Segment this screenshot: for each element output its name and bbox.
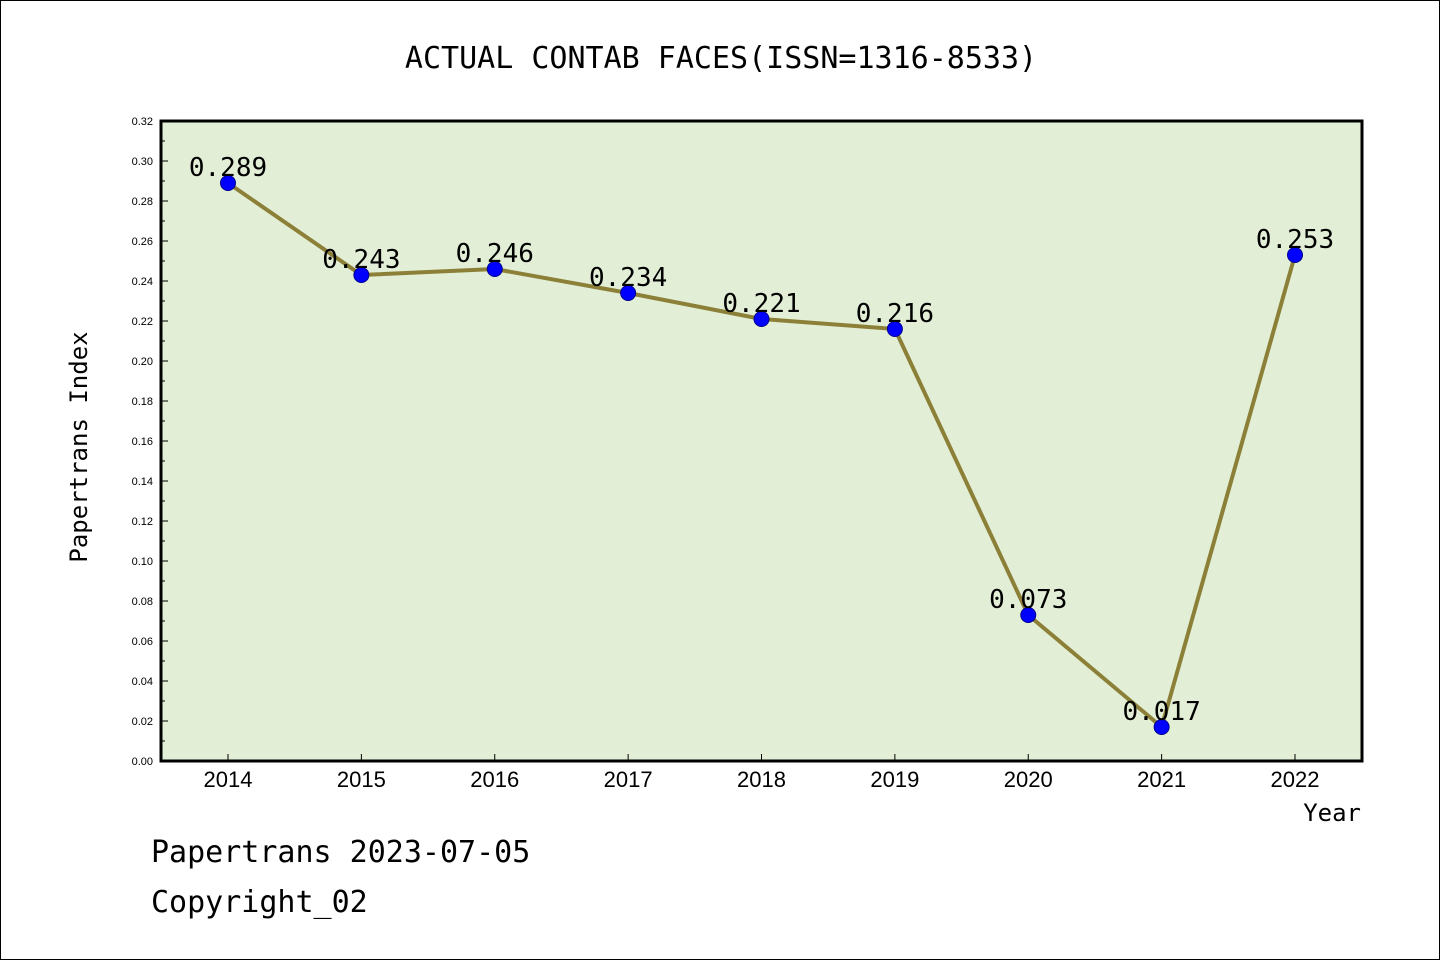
x-tick-label: 2018 xyxy=(737,767,786,792)
x-tick-label: 2017 xyxy=(604,767,653,792)
data-label: 0.289 xyxy=(189,153,267,183)
y-tick-label: 0.22 xyxy=(132,316,153,328)
data-point-marker xyxy=(620,285,637,301)
x-tick-label: 2014 xyxy=(204,767,253,792)
y-tick-label: 0.16 xyxy=(132,436,153,448)
data-point-marker xyxy=(886,321,903,337)
data-point-marker xyxy=(353,267,370,283)
data-label: 0.221 xyxy=(722,289,800,319)
y-tick-label: 0.14 xyxy=(132,476,153,488)
footer-date-text: Papertrans 2023-07-05 xyxy=(151,835,531,870)
y-tick-label: 0.24 xyxy=(132,276,153,288)
y-tick-label: 0.20 xyxy=(132,356,153,368)
data-point-marker xyxy=(1287,247,1303,263)
y-tick-label: 0.32 xyxy=(132,116,153,128)
y-tick-label: 0.04 xyxy=(132,676,153,688)
x-tick-label: 2019 xyxy=(870,767,919,792)
data-label: 0.073 xyxy=(989,585,1067,615)
plot-border xyxy=(159,119,1364,763)
data-point-marker xyxy=(220,175,236,191)
y-tick-label: 0.28 xyxy=(132,196,153,208)
data-point-marker xyxy=(753,311,770,327)
plot-area xyxy=(161,121,1362,761)
y-axis-label: Papertrans Index xyxy=(65,331,93,562)
y-tick-label: 0.12 xyxy=(132,516,153,528)
y-tick-label: 0.02 xyxy=(132,716,153,728)
y-tick-label: 0.30 xyxy=(132,156,153,168)
y-tick-label: 0.18 xyxy=(132,396,153,408)
data-label: 0.017 xyxy=(1122,697,1200,727)
footer-copyright-text: Copyright_02 xyxy=(151,885,368,920)
chart-title: ACTUAL CONTAB FACES(ISSN=1316-8533) xyxy=(405,41,1037,76)
x-tick-label: 2016 xyxy=(470,767,519,792)
data-point-marker xyxy=(1020,607,1037,623)
data-label: 0.234 xyxy=(589,263,667,293)
y-tick-label: 0.10 xyxy=(132,556,153,568)
y-tick-label: 0.00 xyxy=(132,756,153,768)
y-tick-label: 0.06 xyxy=(132,636,153,648)
y-tick-label: 0.08 xyxy=(132,596,153,608)
data-point-marker xyxy=(1153,719,1170,735)
data-label: 0.243 xyxy=(322,245,400,275)
data-label: 0.216 xyxy=(856,299,934,329)
data-point-marker xyxy=(486,261,503,277)
y-tick-label: 0.26 xyxy=(132,236,153,248)
data-label: 0.253 xyxy=(1256,225,1334,255)
data-label: 0.246 xyxy=(456,239,534,269)
x-tick-label: 2021 xyxy=(1137,767,1186,792)
x-tick-label: 2015 xyxy=(337,767,386,792)
x-tick-label: 2022 xyxy=(1271,767,1320,792)
x-axis-label: Year xyxy=(1303,799,1361,827)
x-tick-label: 2020 xyxy=(1004,767,1053,792)
